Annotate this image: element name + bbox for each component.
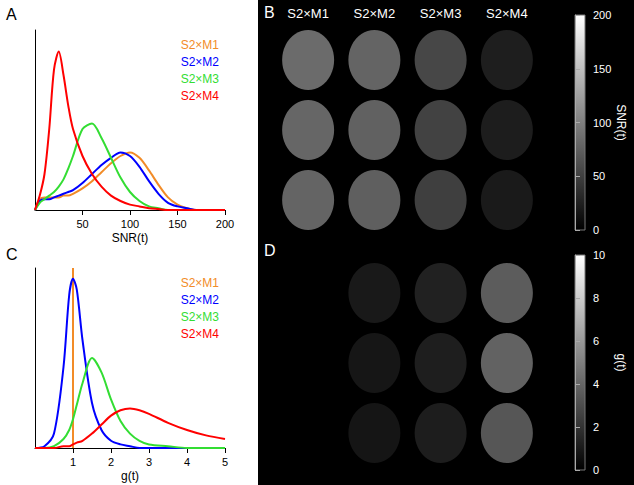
svg-text:A: A: [6, 6, 17, 23]
svg-text:8: 8: [593, 292, 599, 304]
svg-text:50: 50: [593, 170, 605, 182]
svg-text:SNR(t): SNR(t): [614, 104, 628, 141]
svg-text:SNR(t): SNR(t): [112, 231, 149, 245]
svg-text:4: 4: [593, 378, 599, 390]
svg-text:S2×M3: S2×M3: [181, 310, 220, 324]
svg-text:1: 1: [70, 456, 76, 468]
svg-text:2: 2: [593, 421, 599, 433]
svg-text:S2×M4: S2×M4: [181, 89, 220, 103]
svg-text:S2×M4: S2×M4: [486, 6, 528, 21]
svg-text:B: B: [264, 4, 275, 21]
svg-text:4: 4: [184, 456, 190, 468]
svg-text:S2×M2: S2×M2: [354, 6, 396, 21]
svg-text:S2×M1: S2×M1: [287, 6, 329, 21]
svg-text:100: 100: [121, 218, 139, 230]
svg-text:S2×M3: S2×M3: [181, 72, 220, 86]
svg-text:100: 100: [593, 117, 611, 129]
svg-text:S2×M4: S2×M4: [181, 327, 220, 341]
svg-text:150: 150: [593, 63, 611, 75]
svg-text:S2×M1: S2×M1: [181, 276, 220, 290]
svg-text:200: 200: [216, 218, 234, 230]
svg-text:0: 0: [593, 224, 599, 236]
svg-text:g(t): g(t): [121, 469, 139, 483]
svg-text:S2×M1: S2×M1: [181, 38, 220, 52]
svg-text:C: C: [6, 246, 18, 263]
svg-text:50: 50: [76, 218, 88, 230]
svg-text:2: 2: [108, 456, 114, 468]
svg-text:5: 5: [222, 456, 228, 468]
svg-text:0: 0: [593, 464, 599, 476]
svg-text:6: 6: [593, 335, 599, 347]
svg-text:150: 150: [168, 218, 186, 230]
svg-text:D: D: [264, 242, 276, 259]
svg-text:S2×M3: S2×M3: [420, 6, 462, 21]
svg-text:g(t): g(t): [614, 354, 628, 372]
svg-text:3: 3: [146, 456, 152, 468]
svg-text:S2×M2: S2×M2: [181, 55, 220, 69]
svg-text:200: 200: [593, 9, 611, 21]
svg-text:S2×M2: S2×M2: [181, 293, 220, 307]
svg-text:10: 10: [593, 249, 605, 261]
